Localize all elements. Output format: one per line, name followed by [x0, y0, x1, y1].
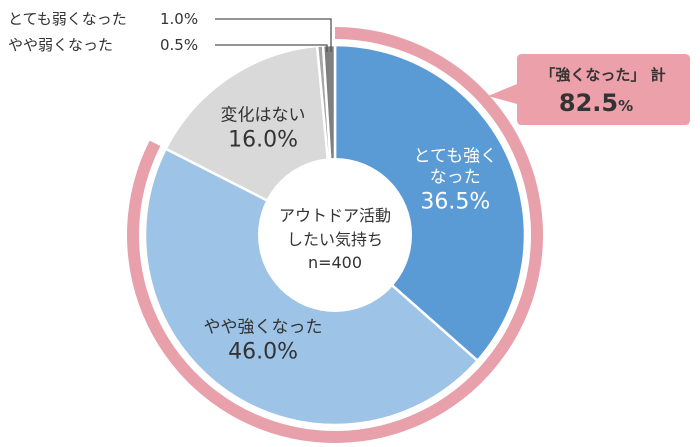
highlight-value-number: 82.5	[559, 89, 618, 117]
leader-line-slightly-weak	[215, 44, 328, 52]
slice-label: やや強くなった	[204, 317, 323, 337]
center-label-line3: n=400	[308, 253, 362, 272]
small-value-slightly-weak: 0.5%	[160, 36, 198, 54]
highlight-value: 82.5%	[559, 89, 633, 117]
small-label-very-weak: とても弱くなった	[8, 10, 127, 28]
slice-label: なった	[430, 168, 481, 188]
center-label-line1: アウトドア活動	[279, 206, 391, 225]
pie-slice	[333, 43, 527, 362]
small-value-very-weak: 1.0%	[160, 10, 198, 28]
center-hole	[258, 158, 412, 312]
leader-line-very-weak	[215, 18, 332, 52]
slice-value-label: 16.0%	[228, 128, 298, 153]
small-label-slightly-weak: やや弱くなった	[8, 36, 113, 54]
slice-label: 変化はない	[221, 106, 306, 126]
highlight-callout-box	[488, 54, 690, 125]
slice-label: とても強く	[413, 147, 497, 167]
slice-value-label: 36.5%	[420, 190, 490, 215]
highlight-value-unit: %	[618, 97, 633, 115]
slice-value-label: 46.0%	[228, 339, 298, 364]
highlight-label: 「強くなった」 計	[540, 66, 665, 84]
center-label-line2: したい気持ち	[287, 230, 383, 249]
